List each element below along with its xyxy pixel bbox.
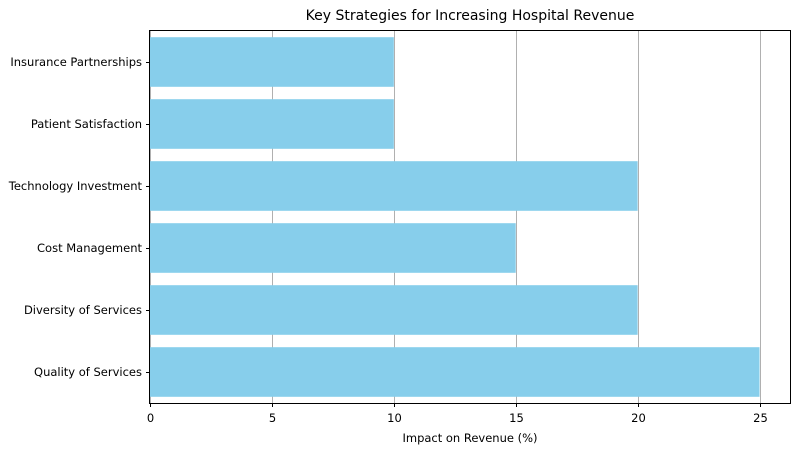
chart-title: Key Strategies for Increasing Hospital R… bbox=[306, 8, 635, 24]
x-tick-label-10: 10 bbox=[387, 411, 402, 425]
y-tick-label-cost-management: Cost Management bbox=[37, 241, 142, 255]
y-tick-label-quality-of-services: Quality of Services bbox=[34, 365, 142, 379]
bar-cost-management bbox=[150, 223, 516, 273]
bar-quality-of-services bbox=[150, 347, 760, 397]
bar-technology-investment bbox=[150, 161, 638, 211]
bar-diversity-of-services bbox=[150, 285, 638, 335]
y-tick-label-patient-satisfaction: Patient Satisfaction bbox=[31, 117, 142, 131]
y-axis-ticks: Quality of Services Diversity of Services… bbox=[8, 55, 150, 379]
bar-insurance-partnerships bbox=[150, 37, 394, 87]
y-tick-label-technology-investment: Technology Investment bbox=[8, 179, 143, 193]
x-tick-label-25: 25 bbox=[753, 411, 768, 425]
gridlines bbox=[150, 31, 761, 403]
x-tick-label-15: 15 bbox=[509, 411, 524, 425]
y-tick-label-insurance-partnerships: Insurance Partnerships bbox=[10, 55, 142, 69]
x-axis-label: Impact on Revenue (%) bbox=[402, 431, 537, 445]
x-tick-label-20: 20 bbox=[631, 411, 646, 425]
x-tick-label-5: 5 bbox=[269, 411, 276, 425]
plot-frame bbox=[149, 30, 791, 404]
bar-patient-satisfaction bbox=[150, 99, 394, 149]
x-tick-label-0: 0 bbox=[147, 411, 154, 425]
y-tick-label-diversity-of-services: Diversity of Services bbox=[24, 303, 142, 317]
bars bbox=[150, 37, 760, 397]
x-axis-ticks: 0 5 10 15 20 25 bbox=[147, 403, 768, 425]
